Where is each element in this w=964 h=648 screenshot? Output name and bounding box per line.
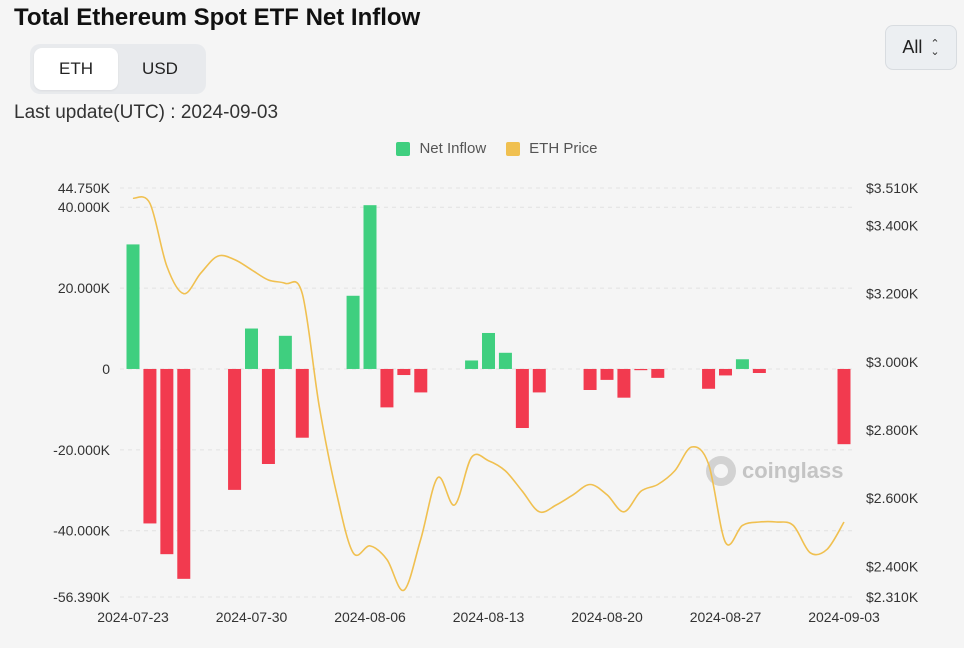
y-left-tick-label: 44.750K [58,180,111,196]
chart-legend: Net Inflow ETH Price [0,140,964,157]
x-tick-label: 2024-07-23 [97,609,169,625]
x-tick-label: 2024-09-03 [808,609,880,625]
y-right-tick-label: $3.400K [866,217,919,233]
bar [583,368,597,390]
legend-label-eth-price: ETH Price [529,140,598,157]
legend-item-net-inflow[interactable]: Net Inflow [396,140,486,157]
tab-usd[interactable]: USD [142,59,178,78]
y-right-tick-label: $2.800K [866,422,919,438]
y-right-tick-label: $2.310K [866,589,919,605]
bar [515,368,529,429]
eth-price-line [132,196,845,592]
bar [482,332,495,369]
bar [498,352,512,369]
tab-eth[interactable]: ETH [34,48,118,90]
bar [735,359,749,369]
legend-swatch-eth-price [506,141,521,156]
range-select-value: All [902,37,923,57]
bar [160,368,174,555]
bar [278,335,292,369]
x-tick-label: 2024-08-27 [690,609,762,625]
bar [465,360,479,369]
y-right-tick-label: $3.000K [866,354,919,370]
y-left-tick-label: -56.390K [53,589,110,605]
x-tick-label: 2024-08-13 [453,609,525,625]
watermark: coinglass [706,456,843,486]
y-right-tick-label: $2.600K [866,490,919,506]
last-update-value: 2024-09-03 [180,102,279,123]
x-tick-label: 2024-08-20 [571,609,643,625]
y-left-tick-label: -40.000K [53,523,110,539]
chevron-updown-icon: ⌃ ⌄ [930,37,940,58]
bar [702,368,716,389]
bar [143,368,157,524]
bar [752,368,766,374]
legend-swatch-net-inflow [396,141,411,156]
bar [261,368,275,464]
bar [651,368,665,378]
bar [126,244,140,369]
bar [346,295,360,369]
y-right-tick-label: $2.400K [866,558,919,574]
bar [600,368,614,380]
last-update-label: Last update(UTC) : [14,102,181,123]
legend-label-net-inflow: Net Inflow [419,140,487,157]
bar [295,368,309,438]
bar [228,368,242,490]
bar [414,368,428,393]
y-left-tick-label: 40.000K [58,199,111,215]
y-right-tick-label: $3.510K [866,180,919,196]
y-left-tick-label: 0 [102,361,110,377]
y-left-tick-label: 20.000K [58,280,111,296]
legend-item-eth-price[interactable]: ETH Price [506,140,598,157]
last-update: Last update(UTC) : 2024-09-03 [14,102,278,124]
bar [177,368,191,579]
bar [719,368,732,376]
x-tick-label: 2024-07-30 [216,609,288,625]
bar [532,368,546,393]
chart-title: Total Ethereum Spot ETF Net Inflow [14,4,421,31]
bar [363,205,377,369]
x-tick-label: 2024-08-06 [334,609,406,625]
bar [617,368,631,398]
bar [245,328,258,369]
bar [837,368,851,445]
unit-toggle: ETH USD [30,44,206,94]
y-left-tick-label: -20.000K [53,442,110,458]
bar [634,368,648,371]
watermark-text: coinglass [742,458,844,483]
bar [380,368,394,408]
bar [397,368,411,376]
y-right-tick-label: $3.200K [866,286,919,302]
range-select[interactable]: All ⌃ ⌄ [885,25,957,70]
